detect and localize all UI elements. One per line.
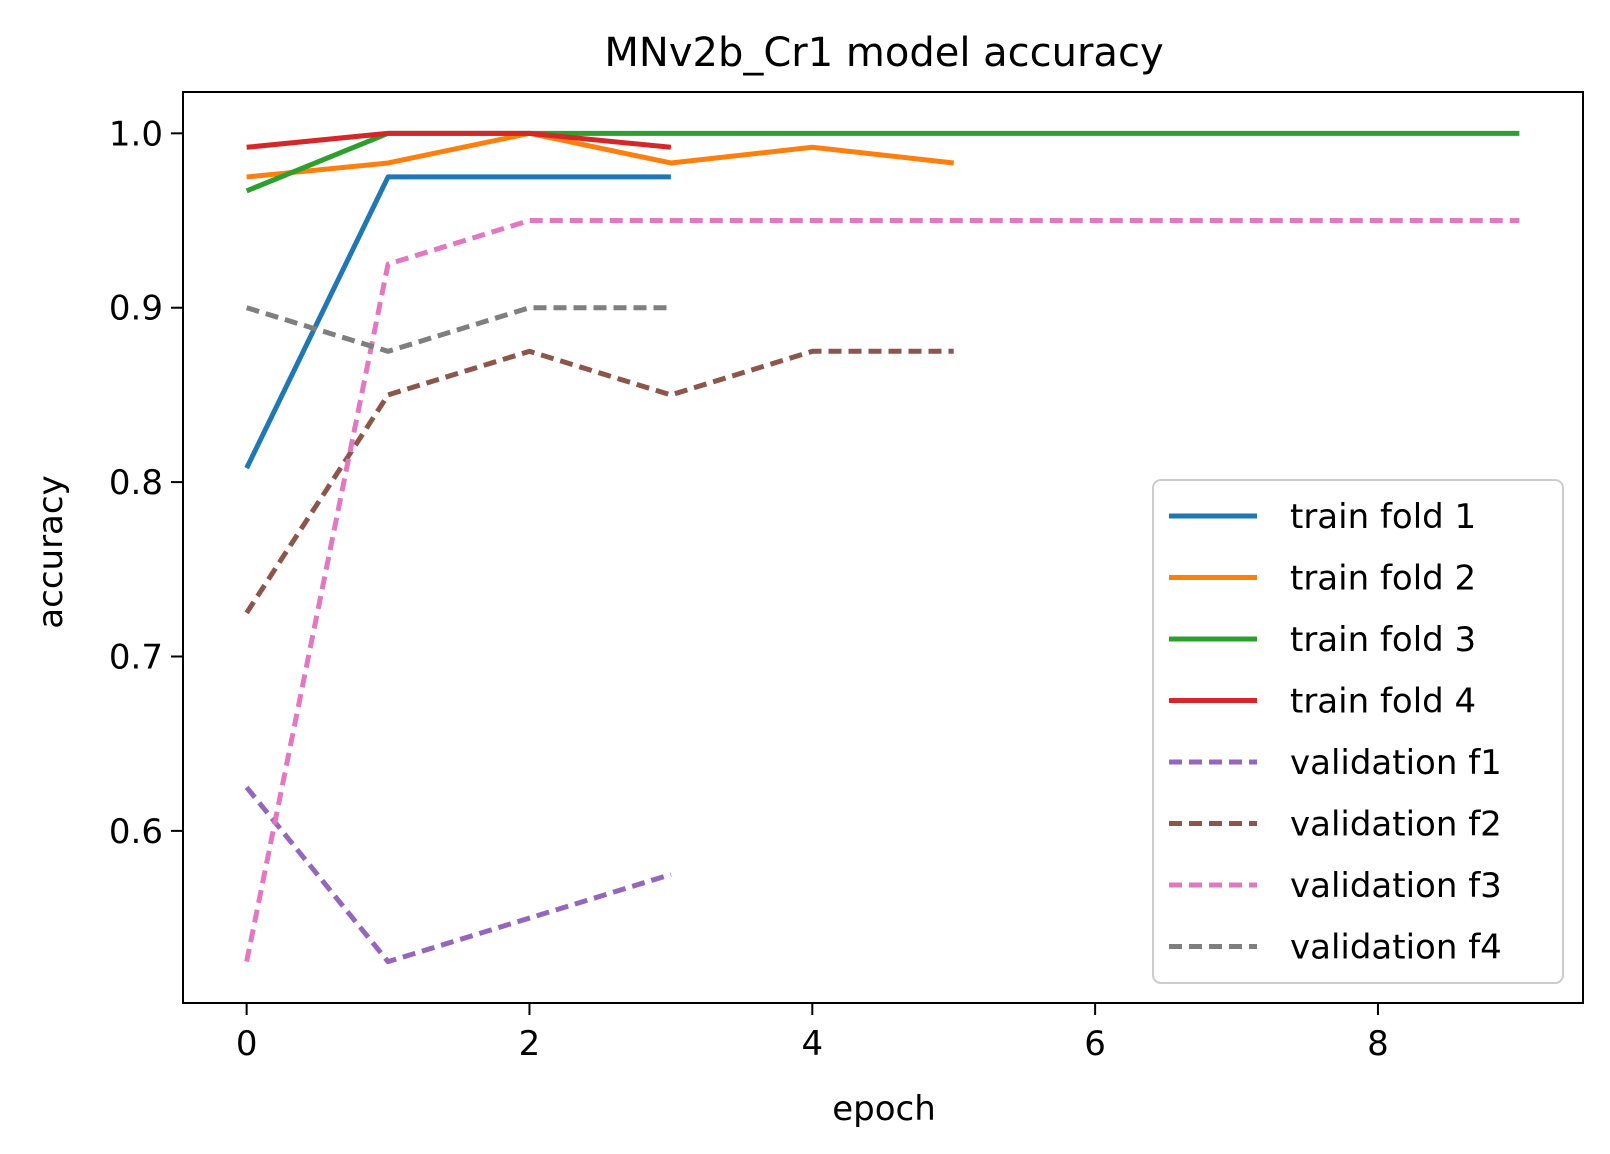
y-tick-label: 0.9	[109, 289, 163, 329]
legend-label: train fold 3	[1290, 620, 1476, 660]
legend-label: validation f3	[1290, 866, 1502, 906]
y-axis-label: accuracy	[31, 475, 71, 628]
series-line-validation-f4	[245, 305, 671, 354]
series-line-train-fold-4	[246, 130, 672, 150]
y-tick-label: 0.6	[109, 812, 163, 852]
legend-label: train fold 4	[1290, 682, 1476, 722]
plot-area	[244, 130, 1520, 965]
series-line-validation-f1	[244, 785, 672, 965]
legend-label: validation f2	[1290, 805, 1502, 845]
legend-label: train fold 2	[1290, 559, 1476, 599]
legend: train fold 1 train fold 2 train fold 3 trai…	[1152, 479, 1564, 984]
x-tick-label: 4	[801, 1024, 823, 1064]
y-tick-label: 0.7	[109, 637, 163, 677]
legend-label: train fold 1	[1290, 497, 1476, 537]
x-tick-label: 6	[1084, 1024, 1106, 1064]
chart-title: MNv2b_Cr1 model accuracy	[604, 30, 1163, 76]
series-line-validation-f3	[244, 218, 1520, 963]
x-axis-label: epoch	[832, 1089, 936, 1129]
x-tick-label: 8	[1367, 1024, 1389, 1064]
series-line-validation-f2	[244, 348, 954, 615]
y-axis: 0.6 0.7 0.8 0.9 1.0	[109, 114, 183, 852]
series-line-train-fold-2	[246, 130, 954, 180]
series-line-train-fold-1	[244, 174, 671, 470]
legend-items: train fold 1 train fold 2 train fold 3 trai…	[1169, 497, 1502, 968]
x-tick-label: 2	[519, 1024, 541, 1064]
axes-frame	[182, 91, 1584, 1004]
y-tick-label: 0.8	[109, 463, 163, 503]
legend-box	[1152, 479, 1564, 984]
y-tick-label: 1.0	[109, 114, 163, 154]
x-axis: 0 2 4 6 8	[236, 1003, 1389, 1064]
legend-label: validation f1	[1290, 743, 1502, 783]
legend-label: validation f4	[1290, 928, 1502, 968]
x-tick-label: 0	[236, 1024, 258, 1064]
